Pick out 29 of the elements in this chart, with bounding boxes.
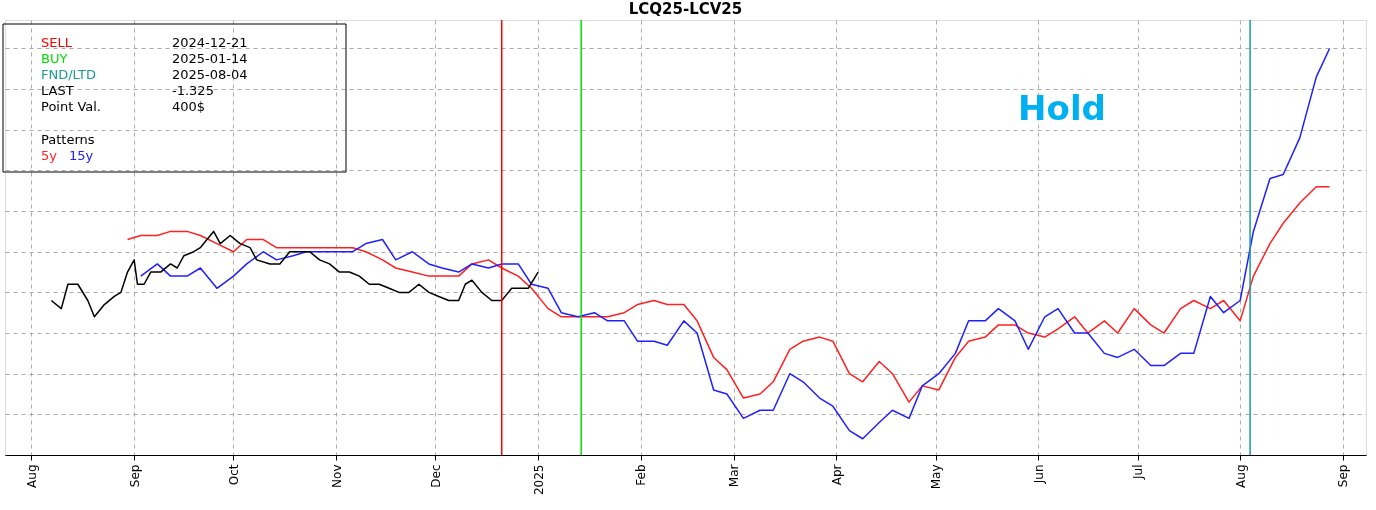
annotation: FND/LTD xyxy=(41,67,96,82)
annotation: BUY xyxy=(41,51,68,66)
x-tick-label: Aug xyxy=(24,464,39,488)
annotation: -1.325 xyxy=(172,83,214,98)
annotation: LAST xyxy=(41,83,74,98)
annotation: Point Val. xyxy=(41,99,102,114)
annotation: 2025-01-14 xyxy=(172,51,248,66)
x-tick-label: Jul xyxy=(1131,464,1146,480)
x-tick-label: Feb xyxy=(634,464,649,486)
x-tick-label: 2025 xyxy=(531,464,546,496)
x-tick-label: Mar xyxy=(727,464,742,488)
x-tick-label: Jun xyxy=(1031,464,1046,485)
x-tick-label: Apr xyxy=(829,464,844,486)
text: 15y xyxy=(69,148,94,163)
legend-title: Patterns xyxy=(41,132,95,147)
annotation: 2024-12-21 xyxy=(172,35,248,50)
x-tick-label: Sep xyxy=(1336,464,1351,488)
annotation: 2025-08-04 xyxy=(172,67,248,82)
chart-title: LCQ25-LCV25 xyxy=(628,0,743,19)
annotation: SELL xyxy=(41,35,73,50)
x-tick-label: Aug xyxy=(1233,464,1248,488)
annotation: 400$ xyxy=(172,99,206,114)
annotation: Hold xyxy=(1018,88,1106,128)
text: 5y xyxy=(41,148,58,163)
x-tick-label: May xyxy=(929,464,944,490)
x-tick-label: Sep xyxy=(127,464,142,488)
x-tick-label: Nov xyxy=(329,464,344,488)
x-tick-label: Oct xyxy=(226,464,241,486)
x-tick-label: Dec xyxy=(428,464,443,488)
